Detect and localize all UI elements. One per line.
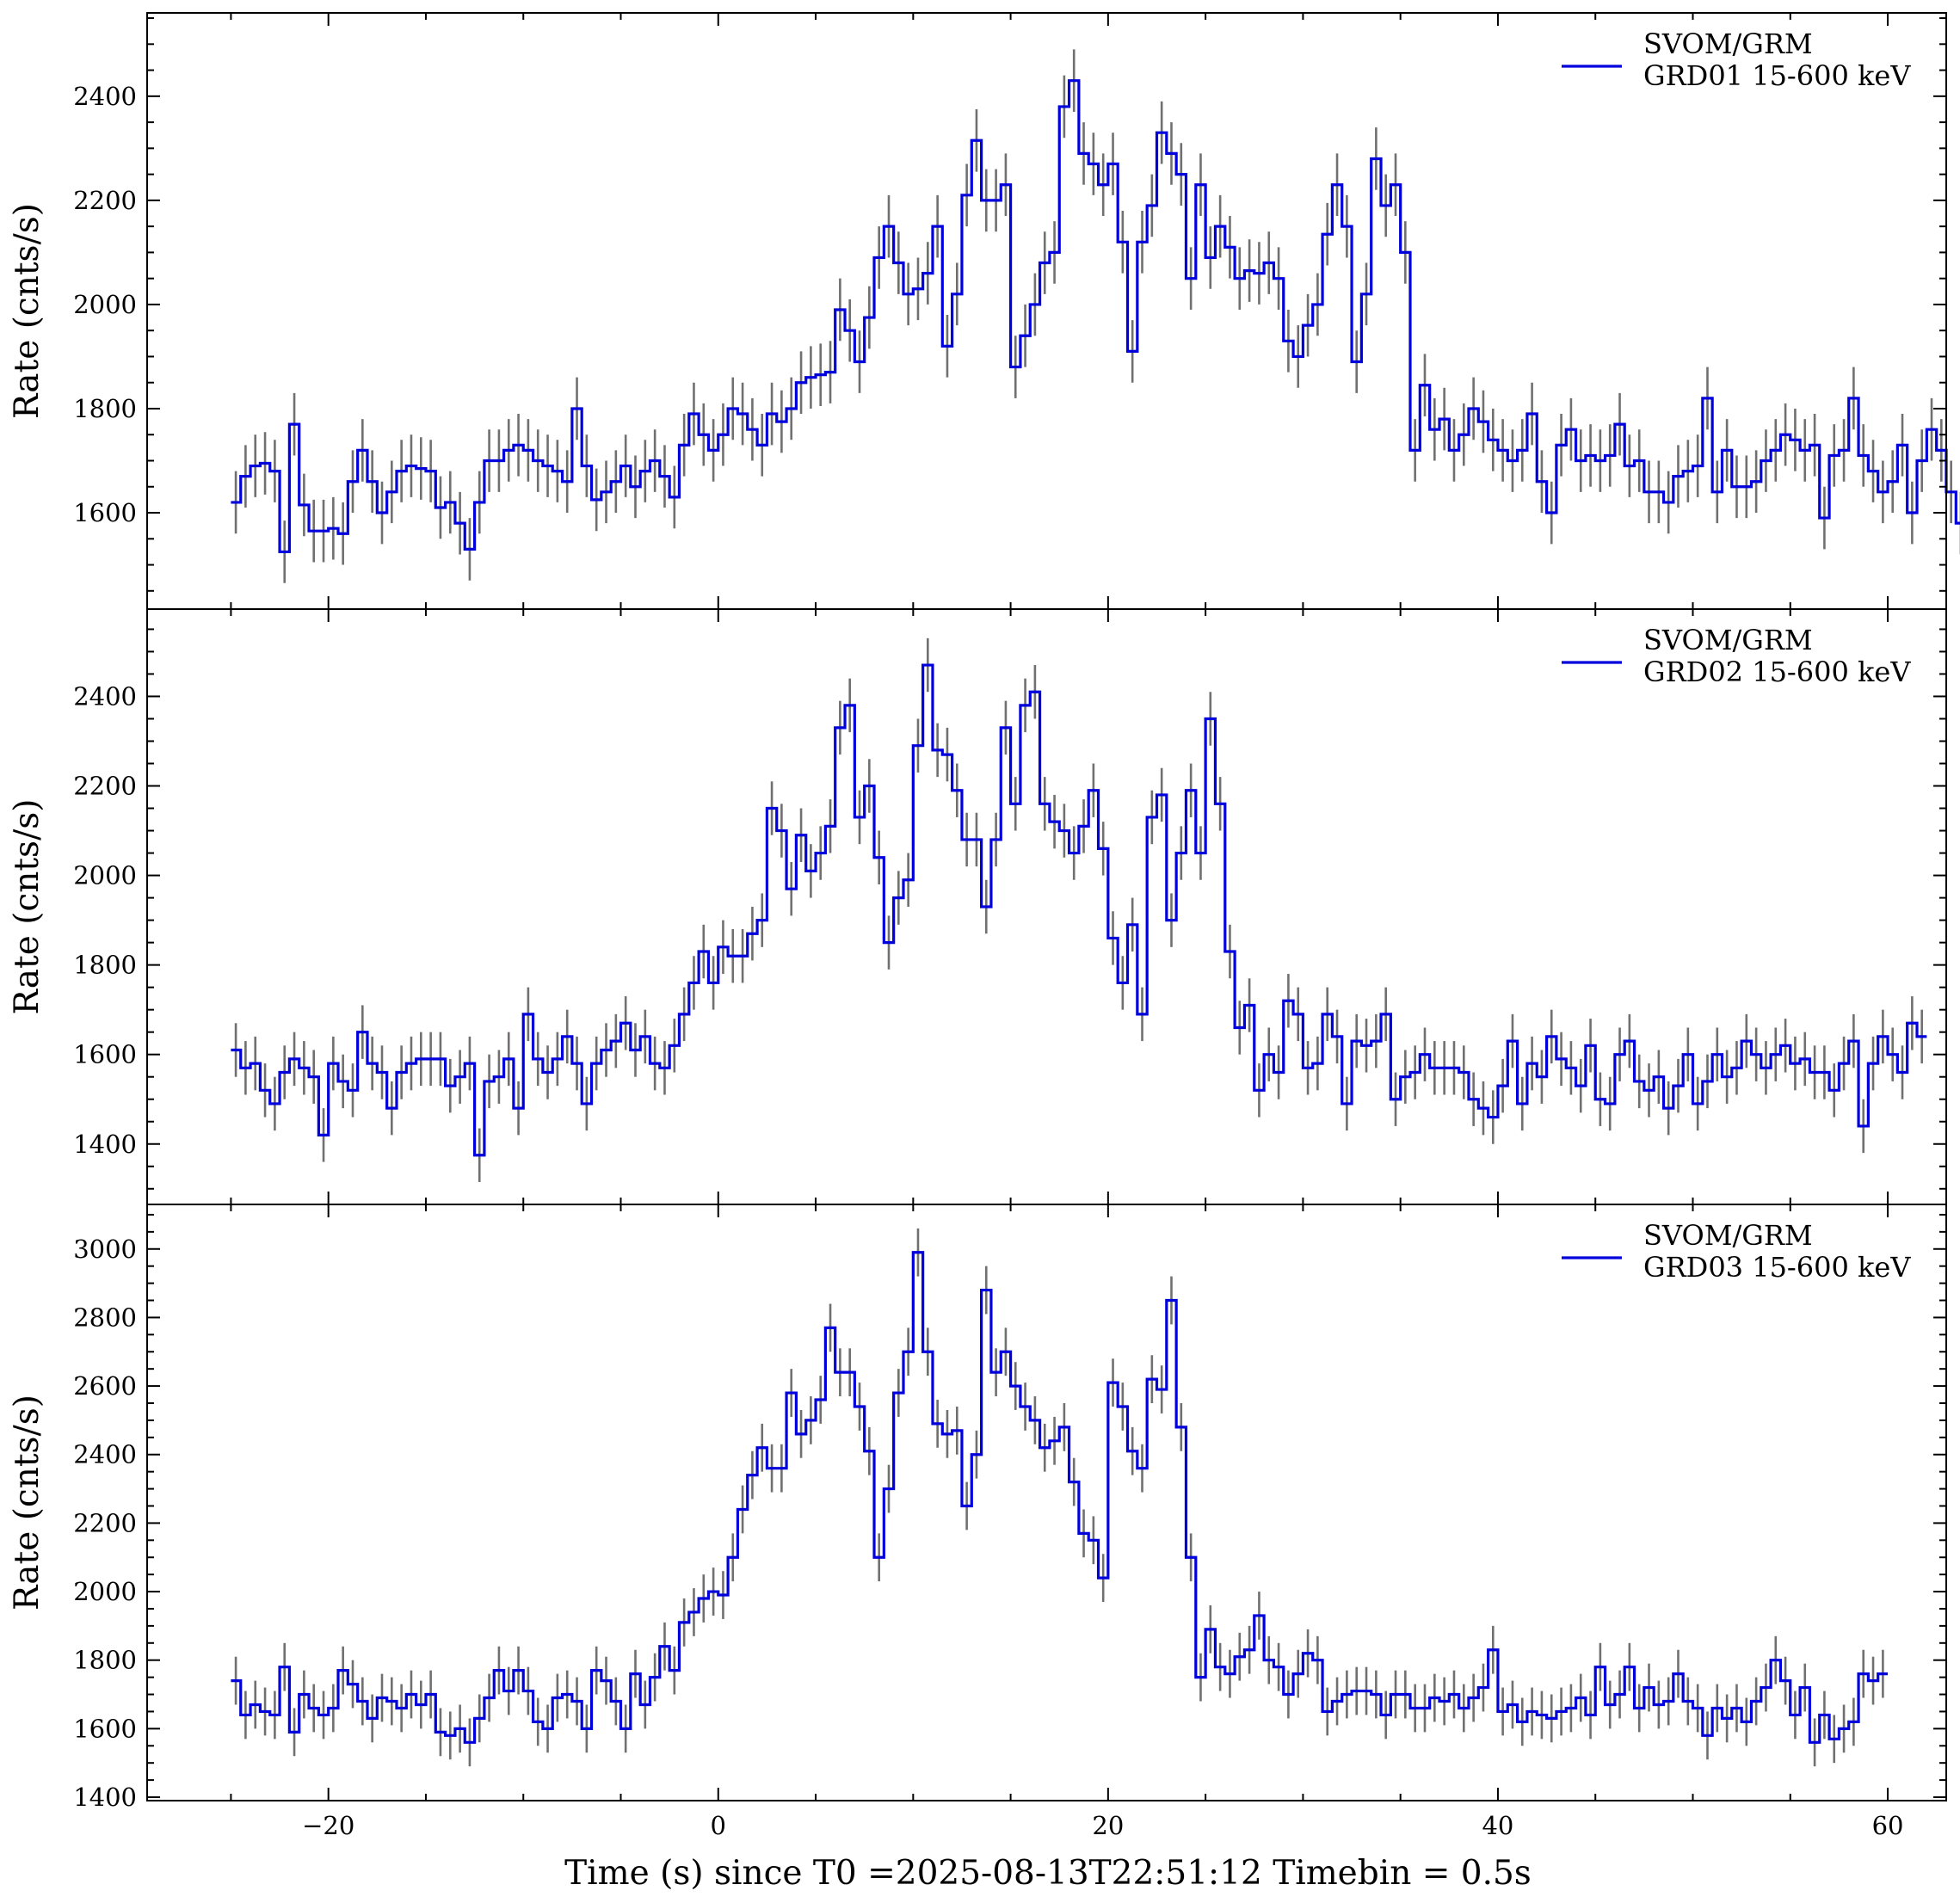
x-tick-label: −20 — [302, 1811, 354, 1840]
panel-3: −20 0 20 40 60 1400 1600 1800 2000 2200 2400 2600 28… — [8, 1204, 1947, 1840]
rate-step-series — [231, 1251, 1889, 1744]
error-bars — [234, 1228, 1884, 1767]
plot-frame — [146, 608, 1947, 1205]
x-ticks — [230, 13, 1889, 609]
y-ticks — [147, 628, 1946, 1190]
y-axis-title: Rate (cnts/s) — [8, 799, 46, 1015]
legend-label: GRD02 15-600 keV — [1643, 656, 1911, 688]
y-ticks — [147, 17, 1946, 592]
x-tick-label: 20 — [1092, 1811, 1124, 1840]
y-tick-label: 2800 — [73, 1303, 137, 1332]
y-tick-label: 3000 — [73, 1235, 137, 1264]
legend-label: GRD01 15-600 keV — [1643, 59, 1911, 92]
legend-label: SVOM/GRM — [1643, 1219, 1813, 1252]
y-tick-label: 2400 — [73, 681, 137, 711]
y-tick-label: 1400 — [73, 1783, 137, 1812]
y-tick-label: 2200 — [73, 1508, 137, 1537]
legend-label: SVOM/GRM — [1643, 624, 1813, 656]
y-tick-label: 1600 — [73, 1714, 137, 1743]
y-tick-label: 1800 — [73, 394, 137, 423]
error-bars — [234, 49, 1960, 583]
y-tick-label: 1800 — [73, 1646, 137, 1675]
y-ticks — [147, 1213, 1946, 1799]
y-tick-label: 1600 — [73, 1040, 137, 1069]
error-bars — [234, 637, 1923, 1182]
y-tick-label: 2400 — [73, 82, 137, 111]
y-tick-label: 2400 — [73, 1440, 137, 1469]
y-tick-label: 2000 — [73, 861, 137, 890]
y-tick-label: 2000 — [73, 1577, 137, 1606]
x-tick-label: 40 — [1482, 1811, 1513, 1840]
panel-1: 1600 1800 2000 2200 2400 Rate (cnts/s) SVOM/GR… — [8, 12, 1960, 610]
plot-frame — [146, 12, 1947, 610]
x-axis-title: Time (s) since T0 =2025-08-13T22:51:12 T… — [564, 1854, 1532, 1893]
x-tick-label: 60 — [1872, 1811, 1904, 1840]
y-tick-label: 1600 — [73, 498, 137, 527]
rate-step-series — [231, 663, 1927, 1157]
rate-step-series — [231, 79, 1960, 554]
legend-label: GRD03 15-600 keV — [1643, 1251, 1911, 1284]
y-tick-label: 2600 — [73, 1371, 137, 1401]
y-axis-title: Rate (cnts/s) — [8, 1395, 46, 1610]
x-tick-label: 0 — [711, 1811, 726, 1840]
x-ticks — [230, 609, 1889, 1204]
y-tick-label: 2000 — [73, 290, 137, 319]
y-axis-title: Rate (cnts/s) — [8, 203, 46, 419]
panel-2: 1400 1600 1800 2000 2200 2400 Rate (cnts/s) SVO… — [8, 608, 1947, 1205]
legend-label: SVOM/GRM — [1643, 28, 1813, 60]
plot-frame — [146, 1204, 1947, 1801]
x-ticks — [230, 1204, 1889, 1801]
y-tick-label: 1400 — [73, 1130, 137, 1159]
y-tick-label: 2200 — [73, 186, 137, 215]
y-tick-label: 2200 — [73, 772, 137, 801]
y-tick-label: 1800 — [73, 951, 137, 980]
